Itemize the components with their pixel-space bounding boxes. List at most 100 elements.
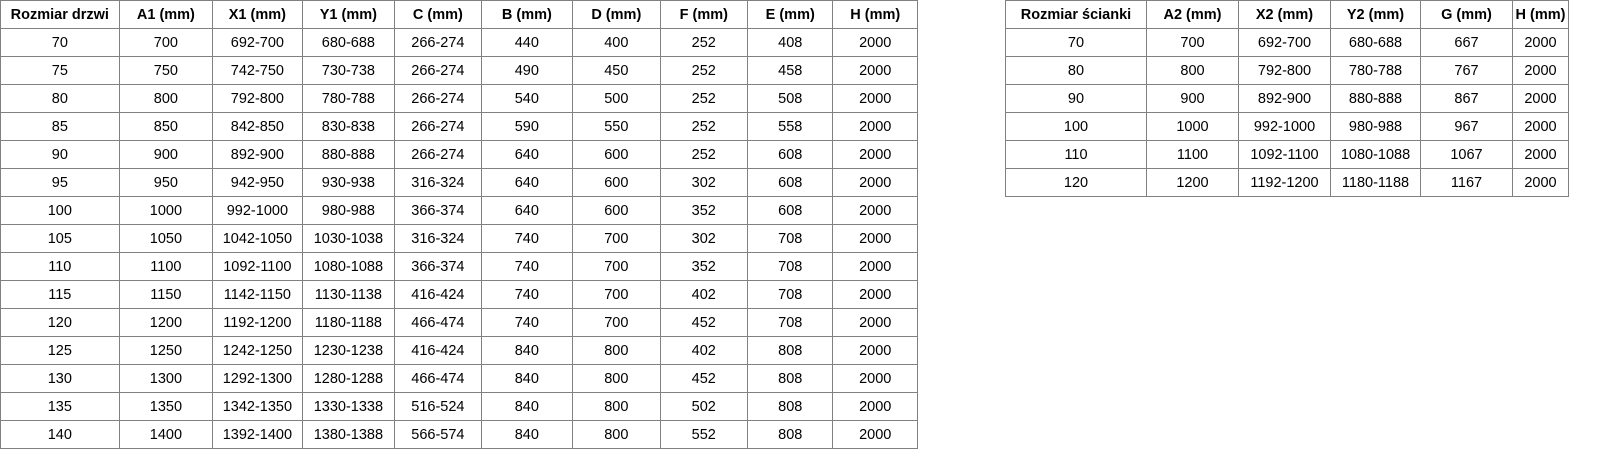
cell-a1: 1050 [118, 224, 214, 253]
cell-h: 2000 [832, 140, 918, 169]
cell-f: 552 [659, 420, 749, 449]
cell-rozmiar-scianki: 110 [1005, 140, 1147, 169]
table-row: 130 1300 1292-1300 1280-1288 466-474 840… [0, 364, 918, 393]
cell-h: 2000 [832, 28, 918, 57]
cell-y1: 1180-1188 [301, 308, 396, 337]
cell-b: 740 [480, 308, 574, 337]
cell-y2: 780-788 [1330, 56, 1421, 85]
cell-d: 550 [572, 112, 661, 141]
cell-y1: 1280-1288 [301, 364, 396, 393]
cell-f: 502 [659, 392, 749, 421]
column-header-g: G (mm) [1420, 0, 1513, 29]
cell-c: 416-424 [394, 336, 482, 365]
cell-x2: 692-700 [1238, 28, 1331, 57]
cell-y2: 980-988 [1330, 112, 1421, 141]
table-row: 115 1150 1142-1150 1130-1138 416-424 740… [0, 280, 918, 309]
cell-y2: 1180-1188 [1330, 168, 1421, 197]
cell-x1: 1342-1350 [212, 392, 303, 421]
door-table-header: Rozmiar drzwi A1 (mm) X1 (mm) Y1 (mm) C … [0, 0, 918, 29]
cell-c: 566-574 [394, 420, 482, 449]
cell-c: 266-274 [394, 28, 482, 57]
cell-h: 2000 [832, 112, 918, 141]
cell-a1: 750 [118, 56, 214, 85]
cell-x1: 742-750 [212, 56, 303, 85]
cell-d: 400 [572, 28, 661, 57]
cell-x1: 942-950 [212, 168, 303, 197]
column-header-a2: A2 (mm) [1146, 0, 1239, 29]
cell-f: 252 [659, 140, 749, 169]
cell-e: 708 [747, 252, 834, 281]
cell-rozmiar-drzwi: 100 [0, 196, 120, 225]
cell-c: 266-274 [394, 84, 482, 113]
cell-c: 266-274 [394, 56, 482, 85]
cell-c: 516-524 [394, 392, 482, 421]
cell-a1: 1350 [118, 392, 214, 421]
cell-e: 808 [747, 420, 834, 449]
cell-y1: 680-688 [301, 28, 396, 57]
cell-a2: 1200 [1146, 168, 1239, 197]
table-row: 120 1200 1192-1200 1180-1188 466-474 740… [0, 308, 918, 337]
cell-y1: 980-988 [301, 196, 396, 225]
column-header-f: F (mm) [659, 0, 749, 29]
cell-e: 808 [747, 392, 834, 421]
cell-d: 700 [572, 308, 661, 337]
table-row: 100 1000 992-1000 980-988 967 2000 [1005, 112, 1569, 141]
cell-h: 2000 [832, 308, 918, 337]
cell-y2: 680-688 [1330, 28, 1421, 57]
cell-rozmiar-drzwi: 80 [0, 84, 120, 113]
column-header-d: D (mm) [572, 0, 661, 29]
cell-d: 600 [572, 168, 661, 197]
cell-a1: 900 [118, 140, 214, 169]
cell-x2: 1092-1100 [1238, 140, 1331, 169]
table-header-row: Rozmiar ścianki A2 (mm) X2 (mm) Y2 (mm) … [1005, 0, 1569, 29]
cell-y2: 1080-1088 [1330, 140, 1421, 169]
cell-rozmiar-drzwi: 125 [0, 336, 120, 365]
cell-y1: 930-938 [301, 168, 396, 197]
cell-x1: 842-850 [212, 112, 303, 141]
cell-g: 667 [1420, 28, 1513, 57]
column-header-rozmiar-drzwi: Rozmiar drzwi [0, 0, 120, 29]
table-row: 125 1250 1242-1250 1230-1238 416-424 840… [0, 336, 918, 365]
cell-d: 450 [572, 56, 661, 85]
cell-a2: 700 [1146, 28, 1239, 57]
cell-a1: 1150 [118, 280, 214, 309]
column-header-x1: X1 (mm) [212, 0, 303, 29]
door-size-specification-table: Rozmiar drzwi A1 (mm) X1 (mm) Y1 (mm) C … [0, 0, 918, 449]
table-row: 110 1100 1092-1100 1080-1088 1067 2000 [1005, 140, 1569, 169]
cell-x1: 1092-1100 [212, 252, 303, 281]
wall-panel-size-specification-table: Rozmiar ścianki A2 (mm) X2 (mm) Y2 (mm) … [1005, 0, 1569, 197]
cell-e: 608 [747, 168, 834, 197]
column-header-x2: X2 (mm) [1238, 0, 1331, 29]
cell-b: 740 [480, 280, 574, 309]
cell-rozmiar-scianki: 70 [1005, 28, 1147, 57]
cell-e: 808 [747, 336, 834, 365]
cell-d: 700 [572, 252, 661, 281]
cell-e: 708 [747, 280, 834, 309]
table-row: 140 1400 1392-1400 1380-1388 566-574 840… [0, 420, 918, 449]
table-row: 85 850 842-850 830-838 266-274 590 550 2… [0, 112, 918, 141]
cell-e: 608 [747, 140, 834, 169]
cell-x1: 1042-1050 [212, 224, 303, 253]
cell-b: 840 [480, 364, 574, 393]
cell-g: 767 [1420, 56, 1513, 85]
cell-h: 2000 [1512, 84, 1569, 113]
cell-b: 740 [480, 224, 574, 253]
cell-rozmiar-drzwi: 130 [0, 364, 120, 393]
cell-y1: 1380-1388 [301, 420, 396, 449]
cell-a1: 1250 [118, 336, 214, 365]
table-row: 90 900 892-900 880-888 867 2000 [1005, 84, 1569, 113]
cell-d: 800 [572, 420, 661, 449]
cell-h: 2000 [832, 364, 918, 393]
cell-y1: 1130-1138 [301, 280, 396, 309]
cell-d: 800 [572, 364, 661, 393]
cell-b: 640 [480, 196, 574, 225]
cell-f: 402 [659, 280, 749, 309]
cell-h: 2000 [832, 84, 918, 113]
cell-c: 266-274 [394, 112, 482, 141]
cell-c: 416-424 [394, 280, 482, 309]
cell-y1: 1080-1088 [301, 252, 396, 281]
cell-d: 800 [572, 392, 661, 421]
cell-rozmiar-drzwi: 140 [0, 420, 120, 449]
cell-rozmiar-drzwi: 110 [0, 252, 120, 281]
cell-e: 558 [747, 112, 834, 141]
